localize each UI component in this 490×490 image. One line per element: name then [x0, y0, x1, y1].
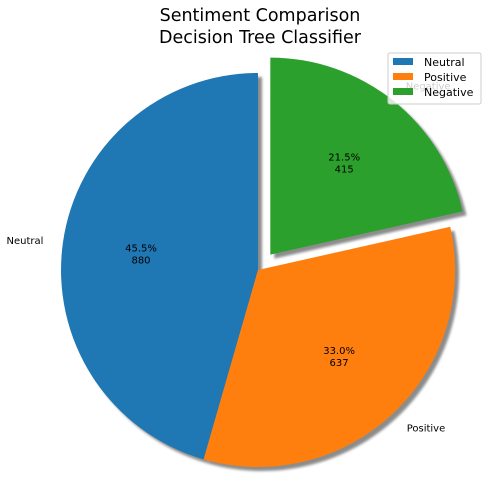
legend-label-positive: Positive — [424, 71, 467, 84]
count-label-negative: 415 — [335, 164, 354, 175]
legend-swatch-neutral — [393, 58, 413, 65]
legend: Neutral Positive Negative — [387, 52, 482, 105]
percent-label-positive: 33.0% — [323, 346, 355, 357]
slice-neutral — [61, 73, 258, 460]
legend-label-negative: Negative — [424, 86, 474, 99]
category-label-positive: Positive — [407, 424, 446, 435]
legend-swatch-negative — [393, 88, 413, 95]
chart-title-line-2: Decision Tree Classifier — [159, 28, 362, 48]
slice-negative — [270, 57, 463, 255]
percent-label-negative: 21.5% — [328, 152, 360, 163]
percent-label-neutral: 45.5% — [125, 244, 157, 255]
slice-positive — [203, 226, 455, 467]
chart-title-line-1: Sentiment Comparison — [160, 6, 361, 26]
legend-swatch-positive — [393, 73, 413, 80]
pie-slices — [61, 57, 463, 467]
legend-label-neutral: Neutral — [424, 56, 465, 69]
count-label-positive: 637 — [330, 358, 349, 369]
category-label-neutral: Neutral — [6, 236, 43, 247]
count-label-neutral: 880 — [131, 256, 150, 267]
